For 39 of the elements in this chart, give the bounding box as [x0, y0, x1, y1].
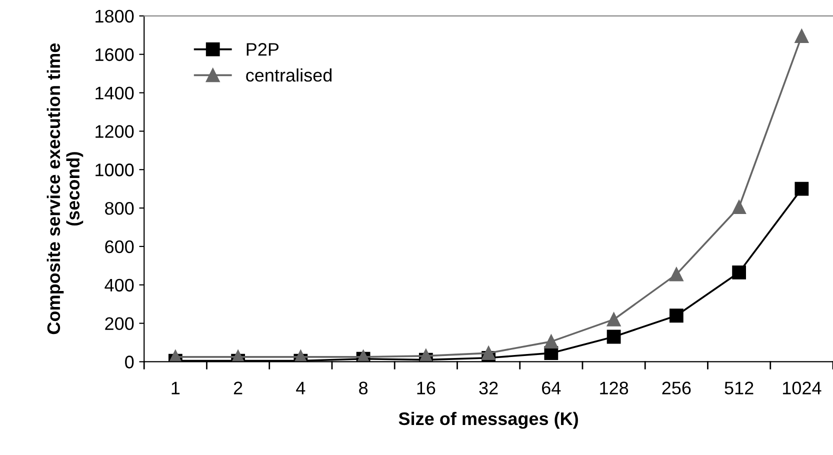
y-axis-title: Composite service execution time (second)	[46, 43, 84, 334]
x-tick-label: 32	[479, 382, 498, 394]
x-axis-title: Size of messages (K)	[398, 412, 578, 429]
x-tick-label: 4	[296, 382, 306, 394]
point	[294, 350, 308, 362]
x-tick-label: 8	[359, 382, 368, 394]
legend-label: centralised	[246, 68, 332, 82]
x-tick-label: 512	[724, 382, 754, 394]
point	[794, 29, 809, 44]
y-tick-label: 1000	[96, 164, 134, 176]
y-tick-label: 800	[105, 202, 134, 215]
x-tick-label: 1	[172, 382, 180, 394]
point	[732, 200, 746, 214]
y-tick-label: 200	[105, 317, 134, 330]
y-tick-label: 0	[125, 356, 134, 368]
point	[606, 312, 621, 326]
x-tick-label: 2	[234, 382, 242, 394]
legend-label: P2P	[246, 43, 279, 56]
y-tick-label: 1400	[96, 86, 134, 100]
point	[482, 346, 496, 360]
x-tick-label: 128	[600, 382, 628, 394]
x-tick-label: 1024	[782, 382, 822, 394]
point	[669, 308, 684, 323]
point	[168, 350, 182, 362]
point	[794, 182, 809, 196]
y-tick-label: 400	[104, 278, 134, 292]
point	[231, 350, 245, 362]
x-tick-label: 64	[542, 382, 561, 394]
point	[732, 265, 746, 280]
point	[418, 349, 433, 362]
x-tick-label: 16	[417, 382, 436, 394]
y-tick-label: 1200	[96, 125, 134, 138]
y-tick-label: 1600	[96, 48, 134, 62]
y-tick-label: 1800	[96, 10, 134, 23]
point	[606, 330, 621, 344]
point	[544, 334, 558, 348]
point	[669, 267, 684, 282]
x-tick-label: 256	[662, 382, 691, 394]
y-tick-label: 600	[105, 240, 134, 254]
